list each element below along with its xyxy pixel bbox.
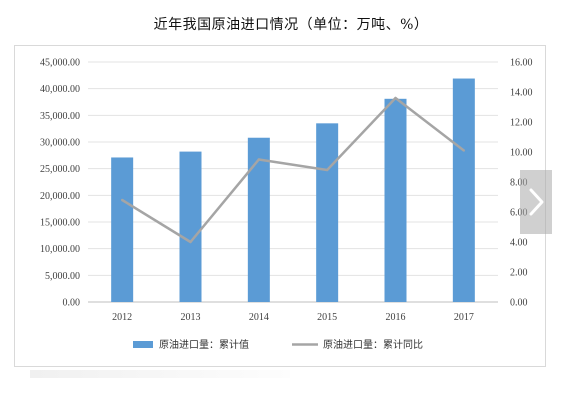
bar-2016 — [384, 98, 407, 302]
bar-2017 — [452, 78, 475, 303]
x-tick-label: 2013 — [181, 312, 201, 323]
y-right-tick-label: 4.00 — [510, 238, 528, 249]
y-right-tick-label: 2.00 — [510, 268, 528, 279]
y-left-tick-label: 25,000.00 — [40, 164, 80, 175]
legend-swatch-bar — [133, 341, 153, 348]
y-left-tick-label: 15,000.00 — [40, 218, 80, 229]
line-point-2017 — [462, 149, 466, 152]
y-left-tick-label: 45,000.00 — [40, 58, 80, 69]
line-point-2016 — [394, 96, 397, 100]
y-right-tick-label: 16.00 — [510, 58, 533, 69]
legend: 原油进口量：累计值 原油进口量：累计同比 — [133, 338, 423, 351]
y-right-tick-label: 14.00 — [510, 88, 533, 99]
y-right-tick-label: 0.00 — [510, 298, 528, 309]
grid-layer — [88, 61, 498, 303]
y-left-tick-label: 30,000.00 — [40, 138, 80, 149]
y-left-tick-label: 5,000.00 — [45, 271, 80, 282]
y-left-tick-label: 20,000.00 — [40, 191, 80, 202]
next-slide-button[interactable] — [520, 170, 552, 234]
line-point-2013 — [189, 240, 192, 244]
y-right-tick-label: 6.00 — [510, 208, 528, 219]
y-right-tick-label: 12.00 — [510, 118, 533, 129]
line-point-2012 — [120, 198, 124, 202]
bar-2013 — [179, 151, 202, 302]
x-tick-label: 2017 — [454, 312, 474, 323]
chevron-right-icon — [529, 188, 544, 216]
x-tick-label: 2015 — [317, 312, 337, 323]
y-axis-right: 0.00 2.00 4.00 6.00 8.00 10.00 12.00 14.00 16.00 — [510, 58, 533, 309]
bar-2012 — [111, 157, 134, 302]
x-tick-label: 2014 — [249, 312, 269, 323]
legend-label-line: 原油进口量：累计同比 — [323, 338, 423, 351]
y-right-tick-label: 10.00 — [510, 148, 533, 159]
x-tick-label: 2016 — [386, 312, 406, 323]
x-tick-label: 2012 — [112, 312, 132, 323]
line-series — [121, 96, 465, 244]
x-axis: 2012 2013 2014 2015 2016 2017 — [112, 312, 474, 323]
chart-title: 近年我国原油进口情况（单位：万吨、%） — [153, 17, 429, 33]
bar-2014 — [247, 137, 270, 302]
y-left-tick-label: 40,000.00 — [40, 84, 80, 95]
y-right-tick-label: 8.00 — [510, 178, 528, 189]
line-layer — [120, 96, 466, 244]
bar-layer — [111, 78, 475, 303]
y-left-tick-label: 35,000.00 — [40, 111, 80, 122]
legend-label-bar: 原油进口量：累计值 — [159, 338, 249, 351]
line-point-2014 — [257, 158, 261, 161]
watermark-smudge — [30, 370, 290, 378]
bar-2015 — [316, 123, 339, 302]
line-point-2015 — [325, 168, 329, 172]
y-axis-left: 0.00 5,000.00 10,000.00 15,000.00 20,000.00 2… — [40, 58, 80, 309]
y-left-tick-label: 10,000.00 — [40, 244, 80, 255]
y-left-tick-label: 0.00 — [63, 298, 81, 309]
